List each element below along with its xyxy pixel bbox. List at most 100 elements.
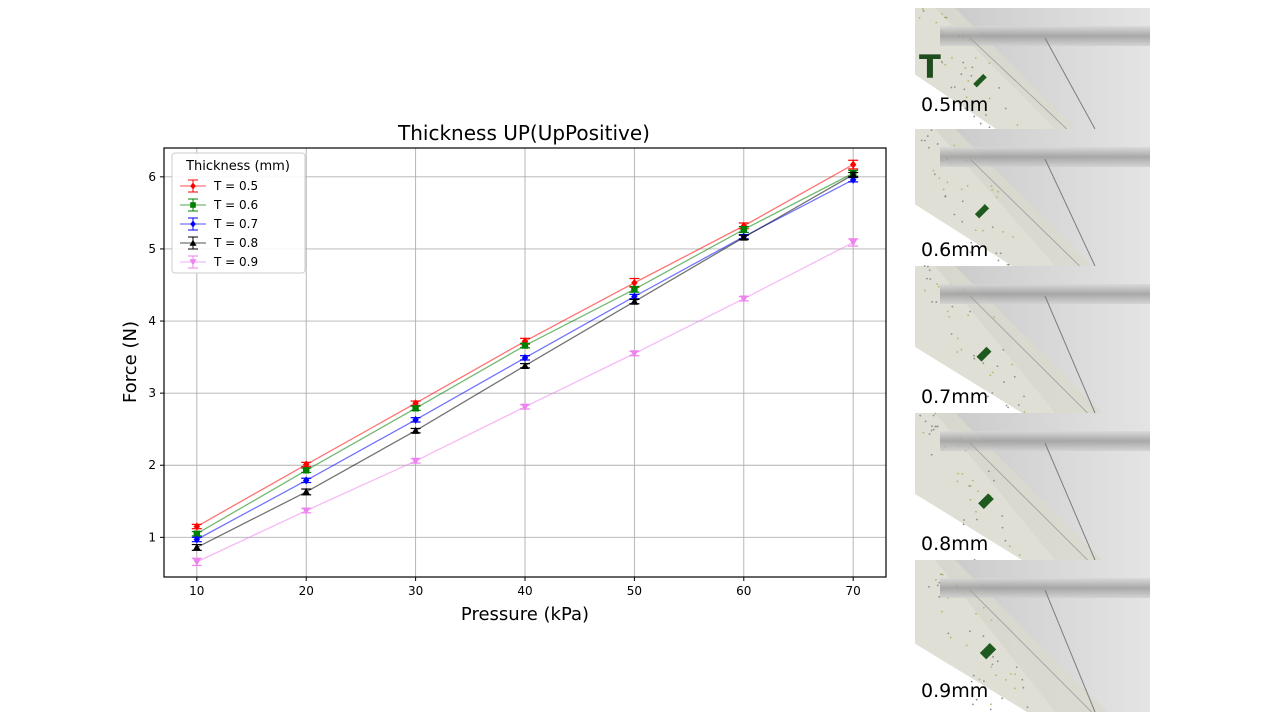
panel-speckle xyxy=(987,395,989,398)
panel-speckle xyxy=(936,425,938,428)
panel-speckle xyxy=(924,289,926,292)
panel-speckle xyxy=(1001,526,1004,529)
thickness-label-1: 0.6mm xyxy=(921,239,989,261)
panel-speckle xyxy=(1023,395,1025,398)
panel-speckle xyxy=(988,62,991,65)
panel-speckle xyxy=(1007,406,1009,409)
data-point xyxy=(521,403,529,411)
data-point xyxy=(303,467,310,474)
panel-speckle xyxy=(930,129,933,132)
panel-speckle xyxy=(990,703,992,706)
data-point xyxy=(412,405,419,412)
data-point xyxy=(739,233,748,241)
force-pressure-chart: Thickness UP(UpPositive) 10 20 30 40 50 60 70 1… xyxy=(110,112,900,632)
y-tick-label: 3 xyxy=(148,386,156,400)
thickness-panel-3 xyxy=(915,412,1150,561)
data-point xyxy=(630,297,639,305)
panel-speckle xyxy=(1023,411,1026,414)
panel-speckle xyxy=(965,96,968,99)
panel-edge-line xyxy=(969,158,1080,267)
data-point xyxy=(411,426,420,434)
panel-speckle xyxy=(940,60,943,63)
legend-label: T = 0.7 xyxy=(213,217,258,231)
panel-speckle xyxy=(995,196,998,199)
panel-speckle xyxy=(990,666,993,668)
panel-speckle xyxy=(969,485,972,487)
panel-speckle xyxy=(1012,235,1014,238)
panel-speckle xyxy=(919,414,922,417)
panel-speckle xyxy=(936,584,939,587)
panel-speckle xyxy=(940,13,943,15)
panel-speckle xyxy=(991,663,994,666)
legend-marker xyxy=(189,239,197,246)
data-point xyxy=(630,350,639,358)
x-tick-label: 40 xyxy=(517,584,532,598)
panel-speckle xyxy=(936,283,939,286)
panel-speckle xyxy=(941,610,943,613)
tick-layer: 10 20 30 40 50 60 70 1 2 3 4 5 6 xyxy=(148,170,860,598)
panel-speckle xyxy=(1013,375,1016,378)
panel-speckle xyxy=(1021,678,1024,681)
panel-fold-line xyxy=(1044,295,1096,414)
panel-speckle xyxy=(969,498,972,501)
panel-speckle xyxy=(1013,687,1016,690)
panel-ridge xyxy=(940,431,1150,451)
legend-label: T = 0.5 xyxy=(213,179,258,193)
panel-speckle xyxy=(944,194,947,197)
panel-speckle xyxy=(1022,686,1025,689)
panel-speckle xyxy=(987,470,990,473)
panel-speckle xyxy=(921,7,924,10)
panel-speckle xyxy=(1006,263,1009,266)
panel-speckle xyxy=(967,314,970,317)
legend-label: T = 0.9 xyxy=(213,255,258,269)
legend-marker xyxy=(190,202,196,208)
panel-speckle xyxy=(918,16,921,19)
panel-speckle xyxy=(924,420,927,423)
panel-speckle xyxy=(943,16,946,19)
panel-speckle xyxy=(995,674,997,677)
panel-speckle xyxy=(970,74,973,77)
panel-speckle xyxy=(930,429,933,432)
legend-entry-5: T = 0.9 xyxy=(180,255,258,269)
legend-entry-4: T = 0.8 xyxy=(180,236,258,250)
panel-speckle xyxy=(961,200,964,203)
panel-speckle xyxy=(960,348,963,351)
data-point xyxy=(192,543,201,551)
panel-speckle xyxy=(982,229,984,232)
panel-speckle xyxy=(926,277,928,280)
panel-speckle xyxy=(935,301,938,303)
thickness-marker xyxy=(979,643,997,660)
panel-ridge xyxy=(940,284,1150,304)
panel-speckle xyxy=(931,300,934,303)
panel-speckle xyxy=(964,67,967,69)
panel-speckle xyxy=(927,265,929,268)
panel-speckle xyxy=(956,337,959,340)
panel-speckle xyxy=(988,97,991,100)
panel-speckle xyxy=(974,56,977,59)
legend-entries: T = 0.5 T = 0.6 T = 0.7 T = 0.8 T = 0.9 xyxy=(180,179,258,269)
panel-speckle xyxy=(950,333,953,335)
legend-label: T = 0.8 xyxy=(213,236,258,250)
panel-speckle xyxy=(972,479,974,482)
panel-ridge xyxy=(940,26,1150,46)
thickness-label-4: 0.9mm xyxy=(921,680,989,702)
panel-speckle xyxy=(1001,697,1004,700)
data-point xyxy=(739,295,748,303)
panel-speckle xyxy=(1015,666,1018,669)
thickness-marker xyxy=(974,204,990,219)
panel-speckle xyxy=(1002,348,1005,351)
data-point xyxy=(631,278,638,287)
legend-entry-2: T = 0.6 xyxy=(180,198,258,212)
panel-speckle xyxy=(941,573,944,576)
legend-label: T = 0.6 xyxy=(213,198,258,212)
thickness-panel-0 xyxy=(915,7,1150,130)
panel-speckle xyxy=(990,619,993,622)
y-tick-label: 5 xyxy=(148,242,156,256)
legend-entry-1: T = 0.5 xyxy=(180,179,258,193)
panel-speckle xyxy=(928,269,931,272)
chart-title: Thickness UP(UpPositive) xyxy=(397,121,650,145)
panel-speckle xyxy=(973,354,975,357)
panel-group xyxy=(915,7,1150,713)
panel-speckle xyxy=(927,146,930,149)
panel-speckle xyxy=(923,265,926,267)
